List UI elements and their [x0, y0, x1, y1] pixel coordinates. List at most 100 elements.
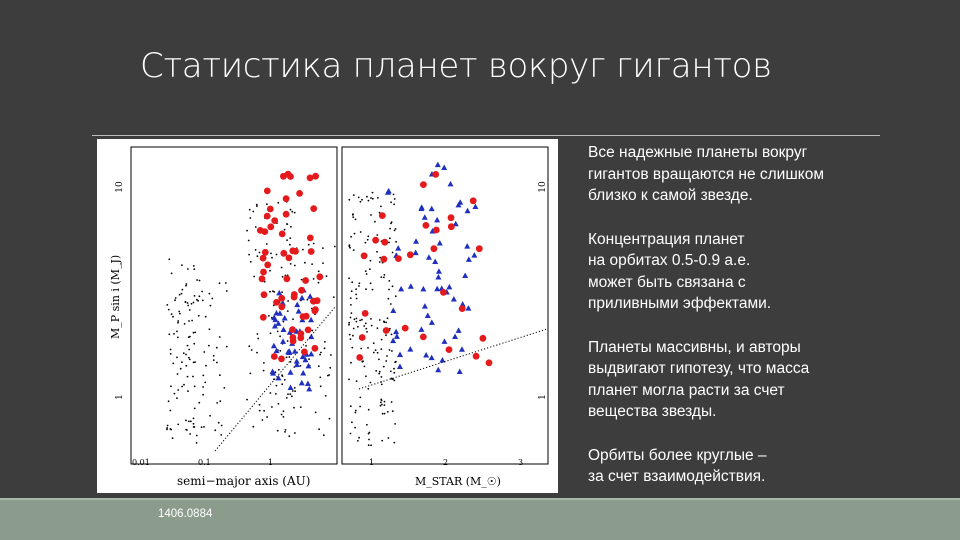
small-planet-dot: [359, 396, 362, 399]
giant-planet-circle: [395, 255, 402, 262]
planet-marker-triangle: [287, 369, 294, 375]
planet-marker-triangle: [455, 327, 462, 333]
small-planet-dot: [275, 253, 278, 256]
planet-marker-triangle: [452, 333, 459, 339]
small-planet-dot: [376, 351, 379, 354]
small-planet-dot: [352, 213, 354, 215]
small-planet-dot: [358, 436, 360, 439]
small-planet-dot: [330, 354, 332, 356]
small-planet-dot: [252, 210, 255, 213]
small-planet-dot: [348, 277, 350, 280]
small-planet-dot: [266, 203, 268, 206]
small-planet-dot: [177, 336, 179, 339]
small-planet-dot: [390, 201, 392, 204]
title-divider: [92, 135, 880, 136]
small-planet-dot: [180, 292, 183, 295]
footer-reference: 1406.0884: [158, 508, 213, 520]
giant-planet-circle: [447, 223, 455, 231]
small-planet-dot: [359, 405, 361, 408]
small-planet-dot: [292, 318, 294, 321]
small-planet-dot: [173, 392, 176, 395]
planet-marker-triangle: [273, 309, 280, 316]
giant-planet-circle: [282, 210, 290, 218]
small-planet-dot: [357, 325, 359, 328]
small-planet-dot: [215, 346, 218, 349]
small-planet-dot: [194, 331, 197, 334]
left-ylabel: M_P sin i (M_J): [109, 255, 122, 339]
left-xtick-0-1: 0.1: [198, 458, 211, 467]
small-planet-dot: [354, 411, 357, 414]
small-planet-dot: [197, 314, 200, 317]
small-planet-dot: [378, 372, 381, 375]
small-planet-dot: [280, 413, 283, 416]
planet-marker-triangle: [291, 348, 298, 354]
small-planet-dot: [311, 329, 314, 332]
small-planet-dot: [194, 361, 196, 363]
small-planet-dot: [289, 263, 292, 265]
small-planet-dot: [246, 398, 249, 401]
small-planet-dot: [367, 235, 370, 238]
small-planet-dot: [293, 406, 295, 409]
small-planet-dot: [319, 353, 321, 356]
giant-planet-circle: [292, 247, 299, 255]
small-planet-dot: [286, 239, 288, 241]
small-planet-dot: [376, 234, 379, 236]
small-planet-dot: [187, 268, 189, 270]
small-planet-dot: [169, 428, 172, 430]
small-planet-dot: [188, 320, 190, 322]
small-planet-dot: [381, 439, 384, 442]
small-planet-dot: [394, 228, 397, 230]
planet-marker-triangle: [439, 356, 446, 363]
planet-marker-triangle: [471, 252, 478, 258]
planet-marker-triangle: [421, 303, 428, 309]
small-planet-dot: [357, 440, 359, 442]
small-planet-dot: [185, 353, 187, 356]
planet-marker-triangle: [393, 328, 400, 335]
small-planet-dot: [171, 437, 174, 440]
small-planet-dot: [285, 356, 288, 359]
small-planet-dot: [372, 342, 375, 345]
planet-marker-triangle: [421, 214, 428, 220]
small-planet-dot: [386, 411, 389, 413]
planet-marker-triangle: [459, 301, 466, 307]
small-planet-dot: [374, 220, 376, 223]
small-planet-dot: [225, 345, 228, 348]
small-planet-dot: [188, 420, 190, 423]
planet-marker-triangle: [308, 316, 315, 323]
footer-divider: [0, 498, 960, 500]
small-planet-dot: [371, 288, 374, 291]
small-planet-dot: [320, 351, 322, 354]
small-planet-dot: [203, 426, 205, 428]
giant-planet-circle: [289, 326, 296, 333]
giant-planet-circle: [260, 291, 268, 299]
small-planet-dot: [283, 228, 286, 231]
small-planet-dot: [312, 278, 315, 280]
small-planet-dot: [211, 297, 214, 300]
small-planet-dot: [203, 351, 206, 353]
small-planet-dot: [353, 232, 356, 235]
planet-marker-triangle: [307, 293, 314, 299]
paragraph-1: Все надежные планеты вокруг гигантов вра…: [588, 144, 825, 204]
giant-planet-circle: [282, 195, 290, 203]
small-planet-dot: [367, 408, 370, 411]
small-planet-dot: [391, 251, 394, 254]
small-planet-dot: [277, 201, 280, 204]
small-planet-dot: [374, 349, 377, 351]
small-planet-dot: [352, 216, 355, 218]
small-planet-dot: [322, 434, 325, 437]
giant-planet-circle: [297, 334, 305, 342]
planet-marker-triangle: [285, 348, 292, 355]
small-planet-dot: [266, 416, 268, 418]
small-planet-dot: [393, 198, 396, 200]
small-planet-dot: [366, 423, 368, 426]
small-planet-dot: [168, 258, 171, 261]
small-planet-dot: [368, 438, 370, 441]
planet-marker-triangle: [407, 283, 414, 289]
planet-marker-triangle: [295, 308, 302, 314]
small-planet-dot: [172, 315, 174, 318]
left-xlabel: semi−major axis (AU): [177, 474, 310, 488]
small-planet-dot: [192, 422, 195, 425]
planet-marker-triangle: [435, 274, 442, 280]
small-planet-dot: [349, 297, 352, 299]
small-planet-dot: [179, 312, 181, 315]
